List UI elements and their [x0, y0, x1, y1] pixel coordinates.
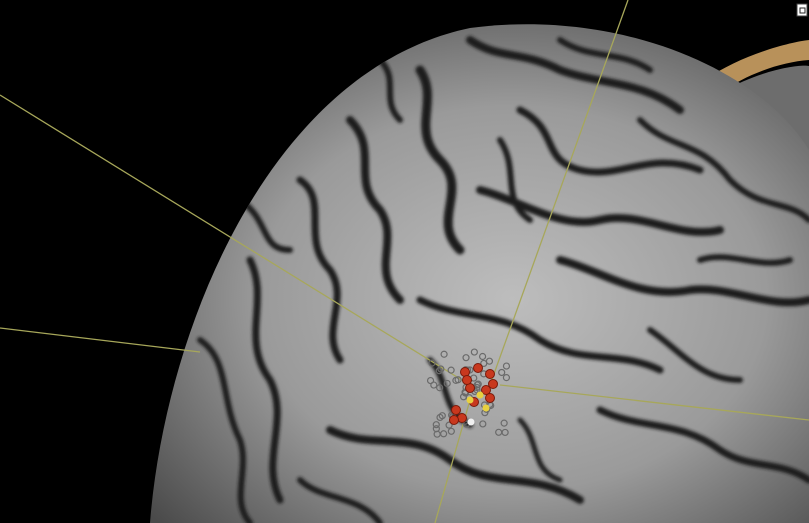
active-point: [485, 393, 495, 403]
active-point: [488, 379, 498, 389]
grid-point: [478, 352, 487, 361]
grid-point: [426, 376, 435, 385]
active-point: [451, 405, 461, 415]
grid-point: [428, 359, 436, 367]
sulcus: [197, 337, 253, 523]
grid-point: [443, 379, 451, 388]
target-point: [482, 404, 490, 412]
grid-point: [445, 421, 453, 429]
window-button-icon: [799, 7, 806, 14]
sulcus: [637, 117, 809, 223]
sulcus: [557, 37, 653, 73]
grid-point: [447, 427, 455, 435]
grid-point: [473, 381, 481, 389]
sulcus: [297, 477, 383, 523]
sulcus: [697, 254, 793, 266]
grid-point: [500, 419, 508, 427]
window-button[interactable]: [796, 3, 808, 17]
active-point: [462, 375, 472, 385]
sulcus: [466, 36, 684, 114]
sulcus: [647, 327, 743, 383]
sulcus: [497, 137, 533, 223]
target-point: [466, 396, 474, 404]
active-point: [449, 415, 459, 425]
sulci: [197, 36, 809, 523]
grid-point: [447, 366, 455, 374]
trajectory-line: [489, 0, 629, 386]
sulcus: [556, 256, 809, 307]
sulcus: [377, 57, 403, 123]
active-point: [473, 363, 483, 373]
sulcus: [596, 406, 809, 484]
stimulation-points: [426, 348, 511, 438]
trajectory-line: [0, 327, 201, 353]
sulcus: [296, 176, 344, 364]
grid-point: [433, 430, 441, 438]
sulcus: [346, 116, 404, 304]
grid-point: [452, 376, 460, 384]
grid-point: [440, 350, 448, 358]
trajectory-line: [499, 384, 809, 421]
grid-point: [435, 367, 443, 375]
grid-point: [502, 374, 511, 382]
grid-point: [485, 357, 494, 365]
center-point: [467, 418, 475, 426]
grid-point: [498, 368, 506, 377]
sulcus: [416, 296, 664, 374]
sulcus: [415, 65, 465, 255]
grid-point: [495, 428, 503, 436]
grid-point: [479, 420, 487, 428]
sulcus: [246, 256, 284, 504]
grid-point: [459, 393, 468, 401]
grid-point: [462, 354, 470, 362]
sulcus: [516, 106, 704, 176]
trajectory-line: [0, 94, 471, 386]
brain-surface: [150, 24, 809, 523]
grid-point: [437, 365, 445, 373]
sulcus: [326, 426, 584, 504]
sulcus: [517, 417, 563, 483]
grid-point: [502, 362, 511, 370]
grid-point: [470, 348, 478, 356]
active-point: [481, 385, 491, 395]
grid-point: [436, 384, 444, 392]
grid-point: [432, 421, 440, 429]
grid-point: [436, 413, 444, 422]
target-point: [476, 391, 484, 399]
active-point: [485, 369, 495, 379]
